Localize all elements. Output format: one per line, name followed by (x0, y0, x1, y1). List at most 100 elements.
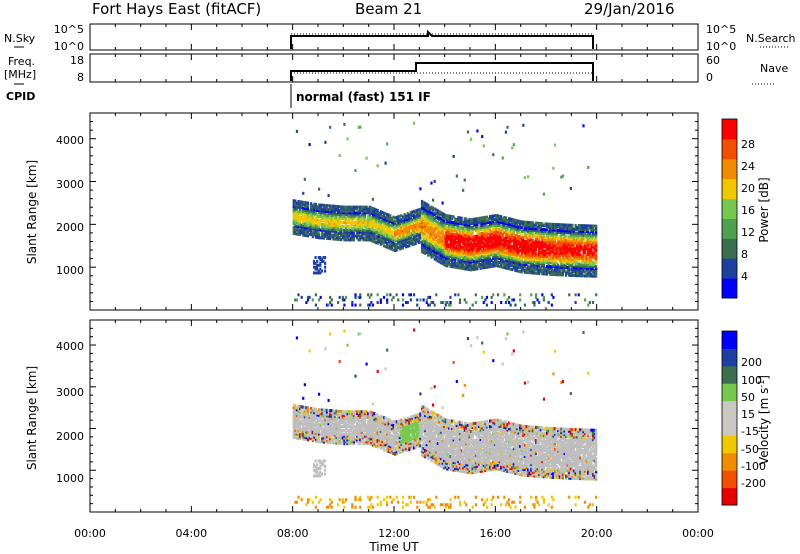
power-cell (584, 249, 587, 253)
power-cell (413, 238, 416, 242)
power-cell (338, 228, 341, 232)
power-cell (314, 226, 318, 230)
power-cell (447, 303, 451, 307)
power-cell (305, 228, 308, 232)
power-cell (496, 237, 500, 241)
velocity-cell (338, 421, 341, 425)
power-cell (561, 265, 565, 269)
power-cell (463, 221, 466, 225)
power-cell (359, 234, 362, 238)
power-cell (424, 223, 427, 227)
velocity-cell (330, 416, 333, 420)
power-cell (530, 225, 533, 229)
velocity-cell (351, 419, 354, 423)
power-cell (395, 219, 398, 223)
power-cell (299, 225, 302, 229)
velocity-cell (368, 438, 371, 442)
power-cell (324, 219, 327, 223)
velocity-cell (340, 421, 343, 425)
power-cell (473, 237, 476, 241)
power-cell (314, 204, 318, 208)
power-cell (549, 222, 552, 226)
velocity-cell (346, 412, 349, 416)
power-cell (489, 234, 492, 238)
power-cell (454, 217, 457, 221)
power-cell (463, 178, 466, 182)
power-cell (403, 240, 406, 244)
power-cell (463, 255, 466, 259)
power-cell (547, 261, 550, 265)
power-cell (446, 225, 449, 229)
power-cell (387, 229, 390, 233)
power-cell (574, 270, 577, 274)
power-cell (588, 266, 591, 270)
power-cell (329, 233, 332, 237)
power-cell (538, 250, 541, 254)
power-cell (481, 239, 484, 243)
power-cell (310, 206, 313, 210)
power-cell (463, 240, 466, 244)
power-cell (416, 222, 419, 226)
power-cell (552, 232, 555, 236)
power-cell (531, 263, 534, 267)
power-cell (389, 233, 392, 237)
power-cell (392, 244, 395, 248)
power-cell (572, 256, 576, 260)
velocity-data-layer (292, 328, 598, 509)
velocity-cell (295, 410, 299, 414)
power-cell (482, 235, 485, 239)
power-cell (420, 230, 424, 234)
power-cell (547, 236, 550, 240)
power-cell (447, 218, 451, 222)
power-cell (447, 243, 451, 247)
power-cell (525, 236, 528, 240)
power-cell (577, 225, 580, 229)
power-cell (327, 303, 330, 307)
power-colorbar-segment (722, 278, 737, 299)
power-cell (574, 235, 577, 239)
velocity-cell (308, 436, 311, 440)
power-cell (390, 241, 394, 245)
power-cell (319, 207, 322, 211)
power-cell (587, 165, 590, 169)
power-cell (401, 221, 405, 225)
velocity-cell (346, 432, 349, 436)
power-cell (566, 244, 569, 248)
power-cell (306, 234, 310, 238)
velocity-cell (294, 423, 297, 427)
power-cell (555, 244, 558, 248)
power-cell (344, 221, 348, 225)
power-cell (534, 244, 538, 248)
power-cell (546, 268, 549, 272)
power-cell (560, 259, 563, 263)
power-cell (354, 207, 357, 211)
power-cell (579, 235, 582, 239)
velocity-cell (348, 425, 351, 429)
power-cell (425, 216, 428, 220)
power-cell (449, 295, 452, 299)
power-cell (422, 249, 425, 253)
power-cell (295, 219, 299, 223)
velocity-cell (292, 413, 295, 417)
power-cell (386, 234, 389, 238)
power-cell (313, 233, 316, 237)
velocity-cell (292, 411, 295, 415)
power-cell (329, 301, 332, 305)
power-cell (365, 205, 368, 209)
power-cell (569, 225, 572, 229)
power-cell (577, 270, 580, 274)
power-cell (563, 229, 566, 233)
power-cell (539, 252, 542, 256)
velocity-cell (362, 415, 365, 419)
power-cell (557, 265, 560, 269)
power-cell (563, 231, 566, 235)
power-cell (465, 225, 468, 229)
power-y-axis-label: Slant Range [km] (25, 160, 39, 264)
power-cell (397, 246, 400, 250)
power-cell (381, 236, 384, 240)
power-cell (474, 293, 477, 297)
power-ytick-label: 1000 (56, 264, 84, 277)
velocity-cell (341, 432, 344, 436)
power-cell (536, 235, 539, 239)
power-cell (409, 237, 413, 241)
